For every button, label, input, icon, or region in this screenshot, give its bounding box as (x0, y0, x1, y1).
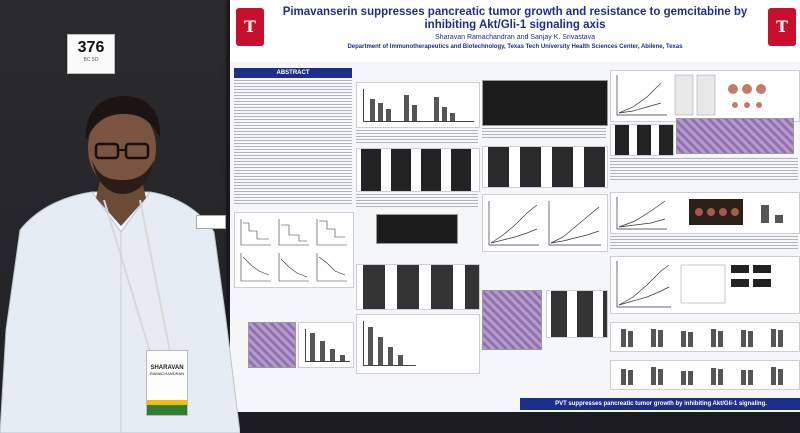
figure-subcutaneous-tumors (610, 192, 800, 234)
bar-chart-1-axes (305, 329, 350, 362)
figure-bar-chart-1 (298, 322, 354, 368)
column-2-text-1 (356, 130, 478, 144)
column-2-text-2 (356, 194, 478, 208)
conclusion-banner: PVT suppresses pancreatic tumor growth b… (520, 398, 800, 410)
figure-ihc-panels (676, 118, 794, 154)
badge-stripe (147, 405, 187, 415)
bar-chart-2-axes (363, 89, 474, 122)
bar-chart-2-bar (386, 109, 391, 121)
bar-chart-3-bar (378, 337, 383, 365)
figure-western-blot-3 (482, 146, 608, 188)
figure-survival-curves (234, 212, 354, 288)
poster-column-3 (482, 68, 608, 398)
abstract-heading: ABSTRACT (234, 68, 352, 78)
poster-affiliation: Department of Immunotherapeutics and Bio… (347, 44, 683, 50)
figure-western-blot-4 (546, 290, 608, 338)
bar-chart-2-bar (442, 107, 447, 121)
badge-ribbon (147, 400, 187, 405)
board-sub: BC 5O (83, 57, 99, 63)
figure-tumor-growth (610, 70, 800, 122)
figure-organ-weights (610, 322, 800, 352)
poster-column-1: ABSTRACT (234, 68, 354, 398)
poster-authors: Sharavan Ramachandran and Sanjay K. Sriv… (435, 34, 595, 41)
bar-chart-3-bar (398, 355, 403, 365)
badge-last-name: RAMACHANDRAN (149, 371, 185, 376)
board-number-card: 376 BC 5O (67, 34, 115, 74)
bar-chart-2-bar (378, 103, 383, 121)
abstract-text (234, 80, 352, 206)
bar-chart-2-bar (434, 97, 439, 121)
figure-western-blot-1 (356, 148, 480, 192)
figure-histology (482, 290, 542, 350)
logo-mark-right: T (776, 17, 788, 36)
figure-bar-chart-3 (356, 314, 480, 374)
column-4-text-2 (610, 236, 798, 250)
bar-chart-1-bar (310, 333, 315, 361)
figure-line-charts (482, 194, 608, 252)
figure-western-blot-2 (356, 264, 480, 310)
tumor-growth-graphic (616, 74, 766, 116)
logo-mark-left: T (244, 17, 256, 36)
poster-column-2 (356, 68, 480, 398)
figure-microscopy-2 (482, 80, 608, 126)
poster-header: T T Pimavanserin suppresses pancreatic t… (230, 0, 800, 62)
bar-chart-1-bar (320, 341, 325, 361)
bar-chart-2-bar (404, 95, 409, 121)
poster-title: Pimavanserin suppresses pancreatic tumor… (282, 6, 748, 31)
bar-chart-2-bar (370, 99, 375, 121)
organ-weights-graphic (621, 329, 783, 347)
column-3-text-1 (482, 128, 606, 140)
bar-chart-3-bar (388, 347, 393, 365)
bar-chart-1-bar (340, 355, 345, 361)
badge-first-name: SHARAVAN (150, 365, 184, 371)
survival-curves-graphic (240, 219, 347, 282)
column-4-text-1 (610, 158, 798, 180)
line-charts-graphic (488, 201, 601, 246)
university-logo-right: T (768, 8, 796, 46)
research-poster: T T Pimavanserin suppresses pancreatic t… (228, 0, 800, 412)
figure-gemcitabine-resistance (610, 256, 800, 314)
bar-chart-3-bar (368, 327, 373, 365)
gemcitabine-resistance-graphic (616, 261, 771, 308)
subcutaneous-tumors-graphic (616, 197, 783, 230)
board-number: 376 (77, 39, 105, 56)
poster-column-4 (610, 68, 800, 398)
shirt-pocket-tag (196, 215, 226, 229)
figure-blood-chemistry (610, 360, 800, 390)
name-badge: SHARAVAN RAMACHANDRAN (146, 350, 188, 416)
bar-chart-3-axes (363, 321, 416, 366)
university-logo-left: T (236, 8, 264, 46)
figure-stained-wells (248, 322, 296, 368)
blood-chemistry-graphic (621, 367, 783, 385)
figure-bar-chart-2 (356, 82, 480, 128)
figure-western-blot-5 (610, 124, 674, 156)
bar-chart-2-bar (450, 113, 455, 121)
bar-chart-2-bar (412, 105, 417, 121)
bar-chart-1-bar (330, 349, 335, 361)
figure-microscopy-1 (376, 214, 458, 244)
